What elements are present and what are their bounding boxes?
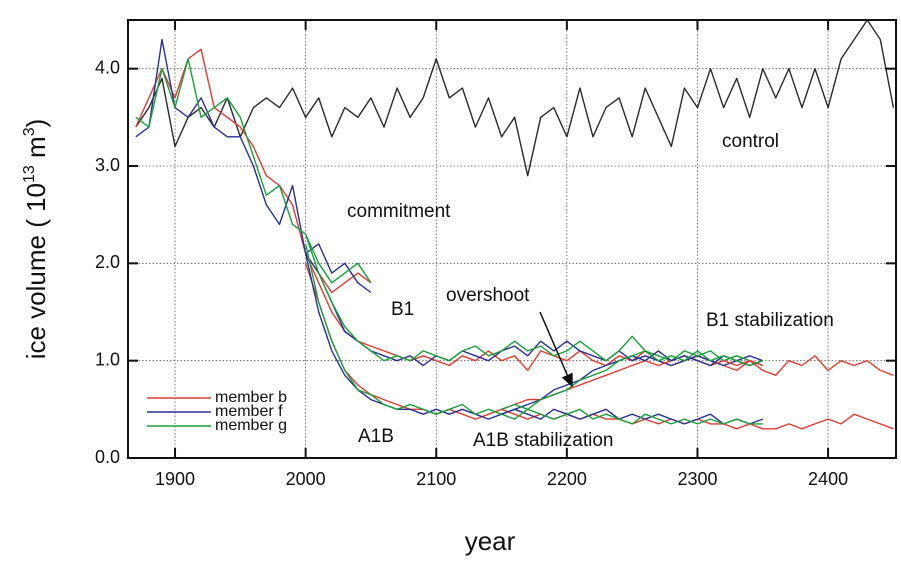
plot-frame: [127, 19, 897, 459]
x-tick-label: 2300: [677, 469, 717, 489]
data-line: [304, 243, 763, 425]
x-tick-label: 2400: [808, 469, 848, 489]
data-line: [304, 233, 764, 367]
y-tick-label: 4.0: [95, 57, 120, 77]
annotation: control: [722, 131, 779, 152]
y-tick-label: 3.0: [95, 155, 120, 175]
x-tick-label: 2100: [416, 469, 456, 489]
annotation: commitment: [347, 201, 451, 222]
y-axis-label-part: m: [21, 136, 51, 165]
data-line: [135, 38, 307, 254]
legend-label: member g: [215, 417, 287, 434]
data-line: [305, 243, 372, 294]
legend-label: member f: [215, 403, 283, 420]
y-axis-label-part: 3: [21, 127, 38, 136]
y-axis-label-part: 13: [21, 165, 38, 183]
annotation: A1B stabilization: [473, 430, 613, 451]
data-line: [135, 58, 307, 235]
y-tick-label: 1.0: [95, 349, 120, 369]
data-line: [135, 20, 895, 177]
y-axis-label: ice volume ( 1013 m3): [21, 119, 51, 360]
x-tick-label: 2000: [286, 469, 326, 489]
labels: 1900 2000 2100 2200 2300 2400 0.0 1.0 2.0 3.0 4.0 m…: [95, 20, 896, 489]
annotation: B1: [391, 299, 414, 320]
data-line: [501, 350, 764, 410]
x-tick-label: 1900: [155, 469, 195, 489]
y-axis-label-part: ice volume ( 10: [21, 183, 51, 359]
x-axis-label: year: [465, 526, 516, 556]
y-tick-label: 0.0: [95, 447, 120, 467]
legend-label: member b: [215, 389, 287, 406]
annotation: overshoot: [446, 285, 530, 306]
x-tick-label: 2200: [547, 469, 587, 489]
y-tick-label: 2.0: [95, 252, 120, 272]
y-axis-label-part: ): [21, 119, 51, 128]
overshoot-arrow: [539, 311, 573, 388]
data-line: [304, 233, 372, 284]
annotation: B1 stabilization: [706, 310, 834, 331]
annotation: A1B: [358, 426, 394, 447]
plot-lines: [135, 20, 895, 430]
